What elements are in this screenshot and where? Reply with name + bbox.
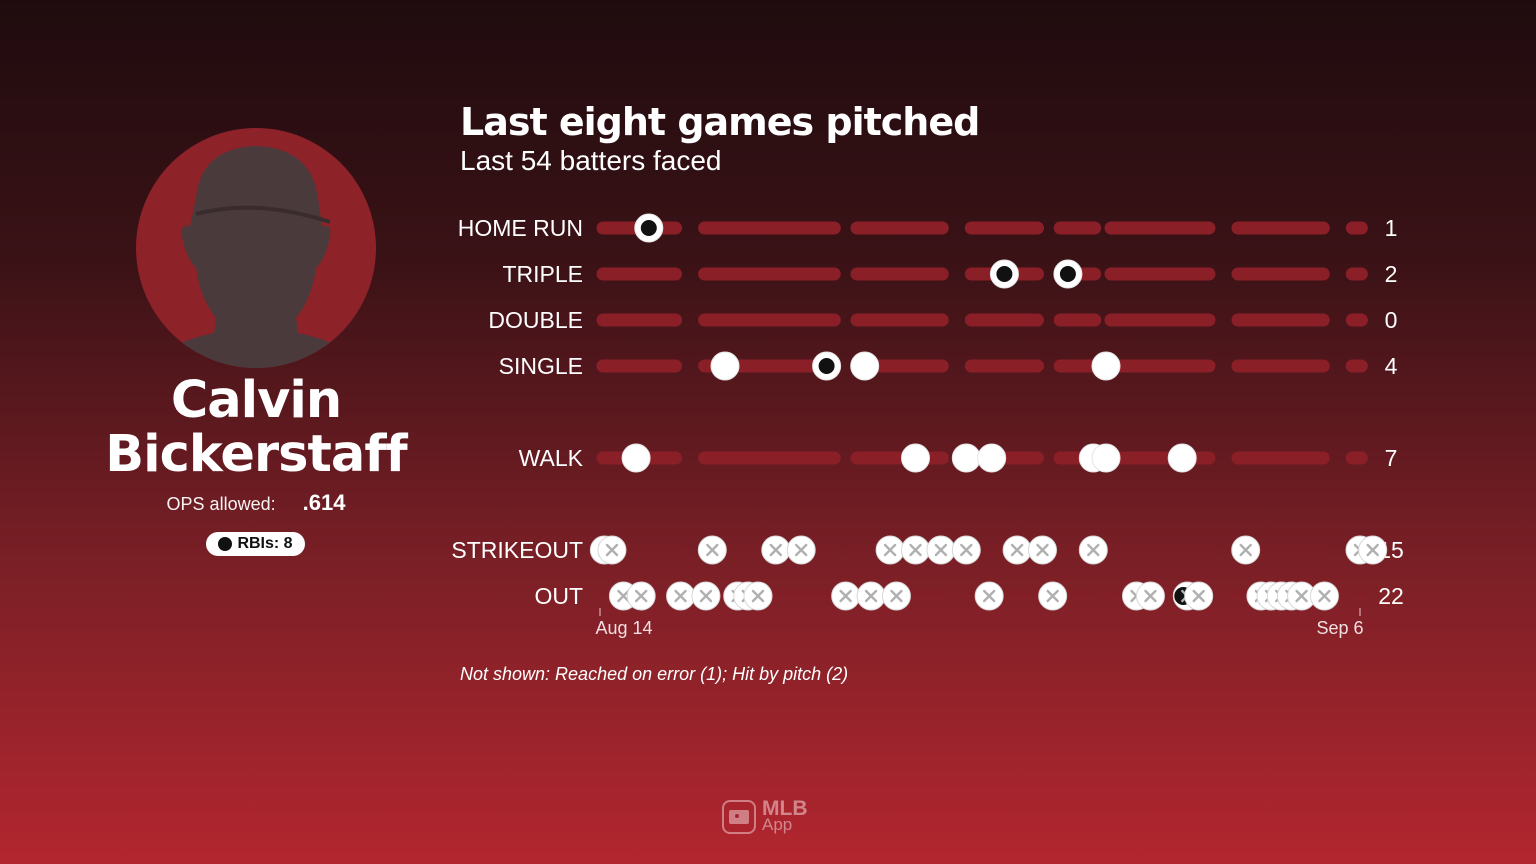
footnote: Not shown: Reached on error (1); Hit by …	[460, 664, 849, 684]
row-label: TRIPLE	[502, 261, 583, 287]
rbi-badge: RBIs: 8	[206, 532, 305, 556]
out-x-icon	[1144, 589, 1157, 603]
out-x-icon	[1087, 543, 1100, 557]
x-axis-start-label: Aug 14	[595, 618, 652, 638]
out-x-icon	[982, 589, 996, 603]
event-marker	[1091, 443, 1121, 473]
out-x-icon	[909, 543, 922, 557]
rbi-legend-marker	[218, 537, 233, 551]
out-x-icon	[1295, 589, 1308, 603]
row-total: 2	[1385, 261, 1398, 287]
out-x-icon	[1318, 589, 1331, 603]
out-x-icon	[706, 543, 719, 557]
out-x-icon	[634, 589, 648, 603]
out-x-icon	[864, 589, 878, 603]
rbi-marker	[640, 220, 657, 236]
out-x-icon	[605, 543, 619, 557]
row-label: STRIKEOUT	[451, 537, 583, 563]
event-marker	[901, 443, 930, 473]
out-x-icon	[934, 543, 948, 557]
event-marker	[710, 351, 740, 381]
event-marker	[1167, 443, 1197, 473]
chart-subtitle: Last 54 batters faced	[460, 145, 722, 176]
rbi-marker	[1059, 266, 1076, 282]
row-label: SINGLE	[499, 353, 583, 379]
mlb-logo-icon	[722, 800, 756, 834]
logo-text: MLB App	[762, 797, 808, 834]
row-total: 7	[1385, 445, 1398, 471]
row-total: 1	[1385, 215, 1398, 241]
out-x-icon	[1366, 543, 1379, 557]
logo-line2: App	[762, 815, 793, 834]
out-x-icon	[1046, 589, 1059, 603]
player-silhouette-icon	[146, 146, 366, 368]
player-avatar	[136, 128, 376, 368]
row-total: 0	[1385, 307, 1398, 333]
ops-label: OPS allowed:	[166, 494, 276, 514]
out-x-icon	[674, 589, 687, 603]
chart-title: Last eight games pitched	[460, 100, 980, 144]
row-label: HOME RUN	[458, 215, 583, 241]
out-x-icon	[1239, 543, 1252, 557]
event-marker	[977, 443, 1007, 473]
rbi-marker	[996, 266, 1013, 282]
out-x-icon	[751, 589, 765, 603]
out-x-icon	[839, 589, 852, 603]
out-x-icon	[617, 589, 630, 603]
out-x-icon	[795, 543, 808, 557]
row-total: 4	[1385, 353, 1398, 379]
out-x-icon	[1010, 543, 1024, 557]
out-x-icon	[769, 543, 782, 557]
player-name-last: Bickerstaff	[105, 425, 407, 484]
event-marker	[621, 443, 651, 473]
event-marker	[850, 351, 880, 381]
event-marker	[1091, 351, 1121, 381]
ops-value: .614	[302, 490, 346, 515]
rbi-marker	[818, 358, 835, 374]
rbi-label: RBIs: 8	[237, 535, 293, 552]
row-label: OUT	[534, 583, 583, 609]
out-x-icon	[960, 543, 973, 557]
out-x-icon	[699, 589, 713, 603]
out-x-icon	[883, 543, 897, 557]
player-name: Calvin Bickerstaff	[60, 374, 452, 482]
out-x-icon	[1036, 543, 1049, 557]
event-marker	[951, 443, 981, 473]
mlb-app-logo: MLB App	[722, 797, 808, 834]
player-name-first: Calvin	[170, 371, 342, 430]
out-x-icon	[890, 589, 903, 603]
row-label: WALK	[519, 445, 584, 471]
out-x-icon	[1192, 589, 1205, 603]
x-axis-end-label: Sep 6	[1316, 618, 1363, 638]
logo-line1: MLB	[762, 797, 808, 820]
ops-stat: OPS allowed: .614	[60, 490, 452, 516]
row-total: 22	[1378, 583, 1404, 609]
row-label: DOUBLE	[488, 307, 583, 333]
